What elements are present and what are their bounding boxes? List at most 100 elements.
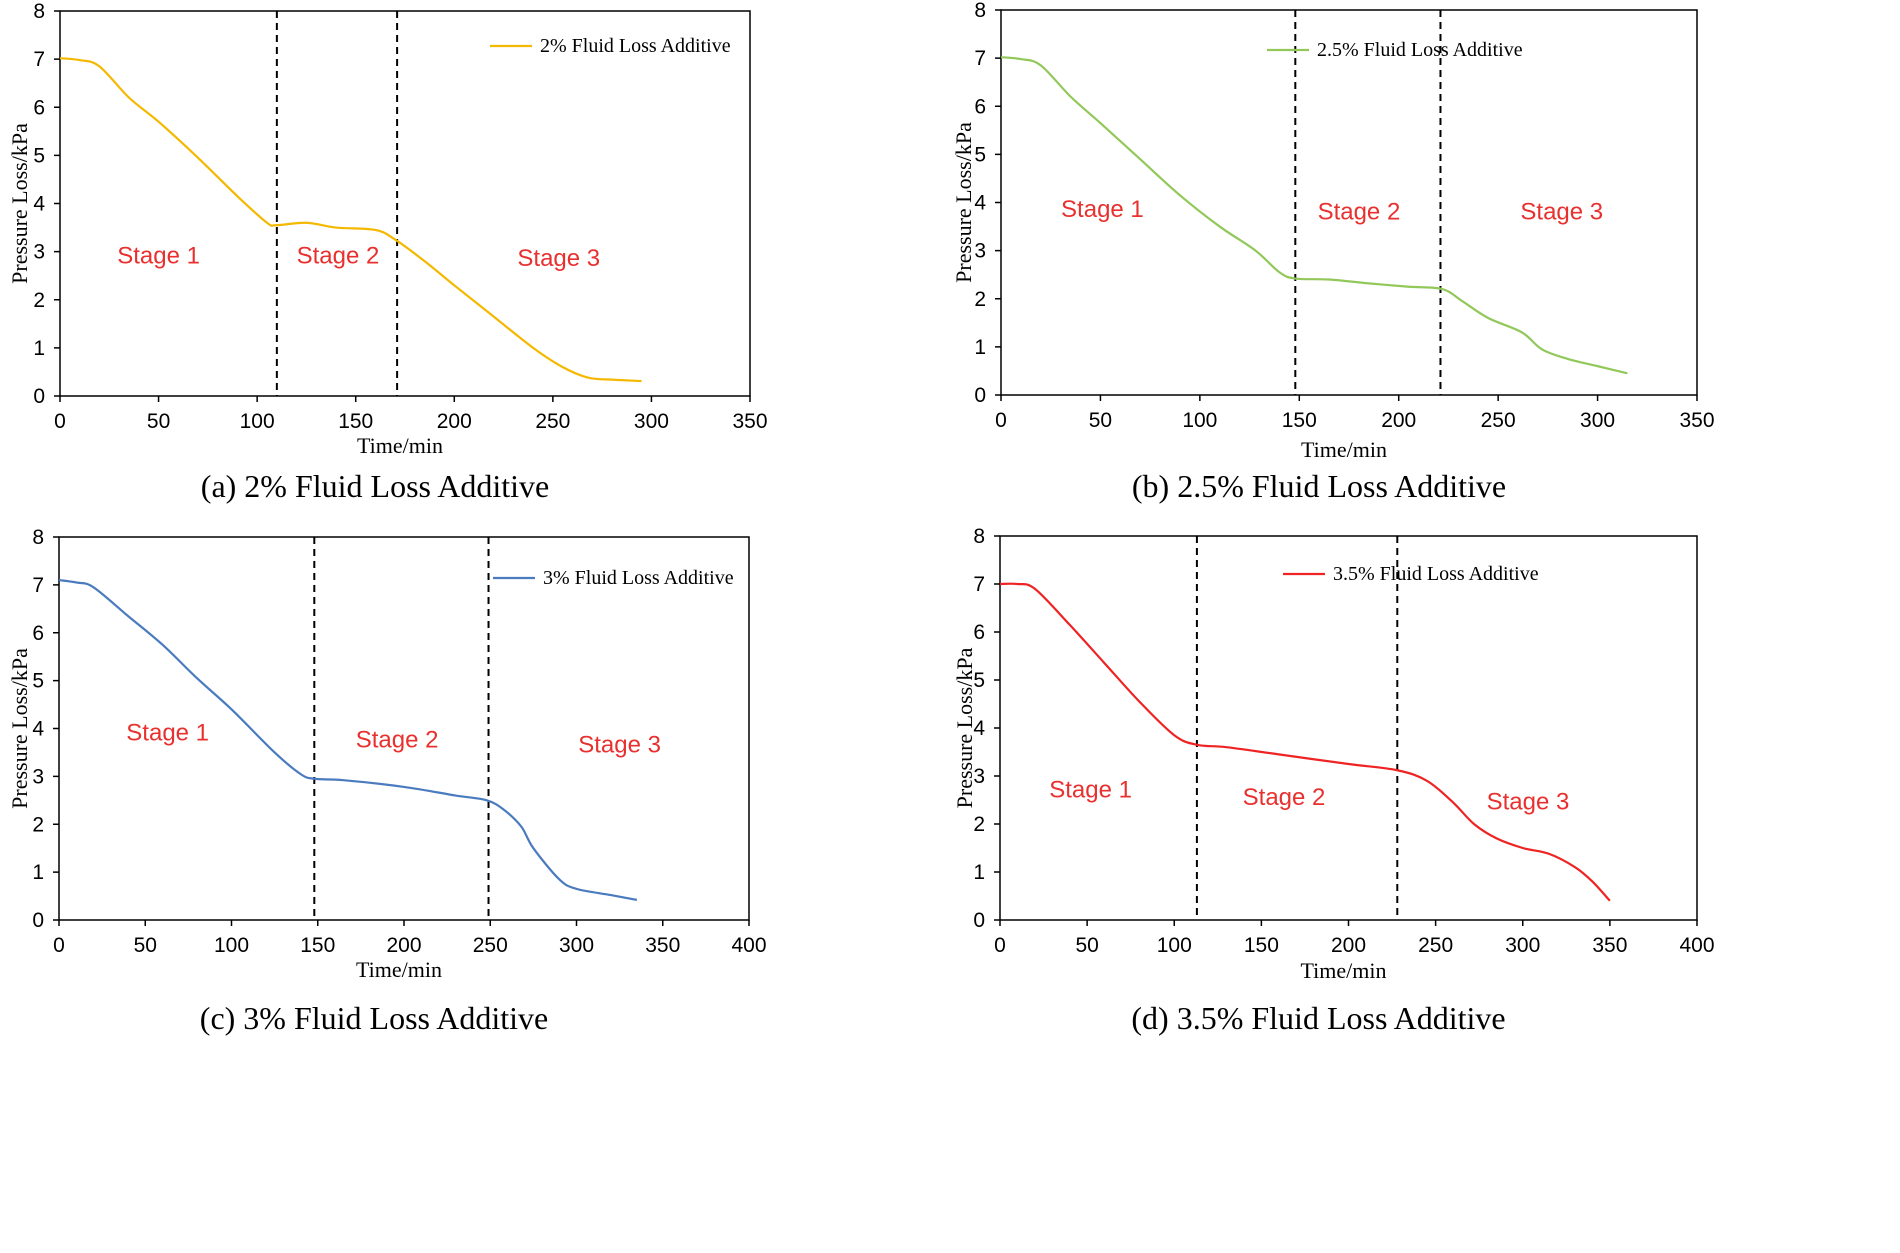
x-tick-label: 200 — [1381, 409, 1416, 432]
chart-d-svg: 0 1 2 3 4 5 6 7 8 0 50 100 150 200 250 300 350 400 Time/mi… — [952, 525, 1715, 1036]
x-tick-label: 250 — [535, 410, 570, 433]
y-tick-label: 2 — [973, 813, 985, 836]
y-tick-label: 8 — [32, 526, 44, 549]
y-tick-label: 2 — [32, 813, 44, 836]
x-tick-label: 0 — [994, 934, 1006, 957]
y-tick-label: 6 — [33, 96, 45, 119]
stage-label: Stage 3 — [578, 731, 661, 758]
y-tick-label: 7 — [32, 574, 44, 597]
y-tick-label: 4 — [33, 193, 45, 216]
x-tick-label: 300 — [634, 410, 669, 433]
chart-caption: (d) 3.5% Fluid Loss Additive — [1131, 1000, 1505, 1036]
x-tick-label: 250 — [473, 934, 508, 957]
y-tick-label: 1 — [32, 861, 44, 884]
y-tick-label: 3 — [33, 241, 45, 264]
y-tick-label: 8 — [974, 0, 986, 22]
y-axis-label: Pressure Loss/kPa — [7, 648, 32, 809]
x-tick-label: 200 — [386, 934, 421, 957]
chart-a-svg: 0 1 2 3 4 5 6 7 8 0 50 100 150 200 250 300 350 Time/min Pr… — [7, 0, 768, 504]
y-tick-label: 6 — [32, 622, 44, 645]
series-line — [58, 578, 638, 901]
x-tick-label: 100 — [1182, 409, 1217, 432]
legend-label: 2% Fluid Loss Additive — [540, 35, 731, 57]
y-tick-label: 1 — [974, 336, 986, 359]
x-tick-label: 400 — [1679, 934, 1714, 957]
legend-label: 2.5% Fluid Loss Additive — [1317, 39, 1523, 61]
stage-label: Stage 1 — [117, 243, 200, 270]
stage-label: Stage 3 — [1487, 789, 1570, 816]
x-tick-label: 350 — [732, 410, 767, 433]
stage-label: Stage 2 — [297, 243, 380, 270]
stage-label: Stage 2 — [1243, 784, 1326, 811]
y-tick-label: 2 — [33, 289, 45, 312]
plot-frame — [999, 535, 1698, 921]
x-axis-label: Time/min — [356, 957, 442, 982]
y-tick-label: 7 — [974, 47, 986, 70]
y-tick-label: 0 — [974, 384, 986, 407]
x-tick-label: 100 — [1157, 934, 1192, 957]
x-tick-label: 100 — [240, 410, 275, 433]
x-tick-label: 50 — [147, 410, 170, 433]
chart-b-svg: 0 1 2 3 4 5 6 7 8 0 50 100 150 200 250 300 350 Time/min Pr… — [951, 0, 1715, 504]
stage-label: Stage 2 — [356, 727, 439, 754]
chart-panel-c: 0 1 2 3 4 5 6 7 8 0 50 100 150 200 250 300 350 400 Time/mi… — [0, 526, 950, 1152]
chart-panel-d: 0 1 2 3 4 5 6 7 8 0 50 100 150 200 250 300 350 400 Time/mi… — [950, 525, 1900, 1152]
y-tick-label: 0 — [32, 909, 44, 932]
chart-caption: (b) 2.5% Fluid Loss Additive — [1132, 468, 1506, 504]
y-tick-label: 1 — [33, 337, 45, 360]
series-line — [59, 57, 642, 383]
x-axis-label: Time/min — [1301, 958, 1387, 983]
x-tick-label: 200 — [437, 410, 472, 433]
x-tick-label: 200 — [1331, 934, 1366, 957]
x-tick-label: 300 — [1505, 934, 1540, 957]
chart-panel-b: 0 1 2 3 4 5 6 7 8 0 50 100 150 200 250 300 350 Time/min Pr… — [950, 0, 1900, 626]
y-tick-label: 7 — [973, 573, 985, 596]
chart-caption: (c) 3% Fluid Loss Additive — [200, 1000, 548, 1036]
y-tick-label: 5 — [33, 144, 45, 167]
x-tick-label: 0 — [54, 410, 66, 433]
y-tick-label: 0 — [33, 385, 45, 408]
x-tick-label: 150 — [300, 934, 335, 957]
series-line — [1000, 56, 1628, 375]
y-tick-label: 8 — [973, 525, 985, 548]
legend-label: 3% Fluid Loss Additive — [543, 567, 734, 589]
y-axis-label: Pressure Loss/kPa — [7, 123, 32, 284]
y-tick-label: 0 — [973, 909, 985, 932]
y-tick-label: 4 — [973, 717, 985, 740]
y-axis-label: Pressure Loss/kPa — [952, 647, 977, 808]
x-tick-label: 50 — [134, 934, 157, 957]
x-tick-label: 400 — [731, 934, 766, 957]
stage-label: Stage 1 — [1049, 777, 1132, 804]
stage-label: Stage 1 — [1061, 196, 1144, 223]
y-tick-label: 3 — [32, 765, 44, 788]
y-tick-label: 6 — [974, 95, 986, 118]
x-axis-label: Time/min — [1301, 437, 1387, 462]
x-tick-label: 350 — [1592, 934, 1627, 957]
y-tick-label: 5 — [973, 669, 985, 692]
x-tick-label: 150 — [1244, 934, 1279, 957]
x-tick-label: 300 — [559, 934, 594, 957]
y-axis-label: Pressure Loss/kPa — [951, 122, 976, 283]
x-tick-label: 0 — [995, 409, 1007, 432]
x-tick-label: 50 — [1075, 934, 1098, 957]
y-tick-label: 4 — [32, 718, 44, 741]
chart-caption: (a) 2% Fluid Loss Additive — [201, 468, 549, 504]
y-tick-label: 3 — [973, 765, 985, 788]
y-tick-label: 1 — [973, 861, 985, 884]
y-tick-label: 6 — [973, 621, 985, 644]
legend-label: 3.5% Fluid Loss Additive — [1333, 563, 1539, 585]
x-tick-label: 300 — [1580, 409, 1615, 432]
x-tick-label: 250 — [1418, 934, 1453, 957]
stage-label: Stage 1 — [126, 719, 209, 746]
y-tick-label: 8 — [33, 0, 45, 23]
y-tick-label: 3 — [974, 240, 986, 263]
y-tick-label: 7 — [33, 48, 45, 71]
x-tick-label: 100 — [214, 934, 249, 957]
x-axis-label: Time/min — [357, 433, 443, 458]
x-tick-label: 350 — [1679, 409, 1714, 432]
x-tick-label: 0 — [53, 934, 65, 957]
x-tick-label: 50 — [1089, 409, 1112, 432]
stage-label: Stage 3 — [1520, 198, 1603, 225]
y-tick-label: 4 — [974, 192, 986, 215]
y-tick-label: 5 — [32, 670, 44, 693]
